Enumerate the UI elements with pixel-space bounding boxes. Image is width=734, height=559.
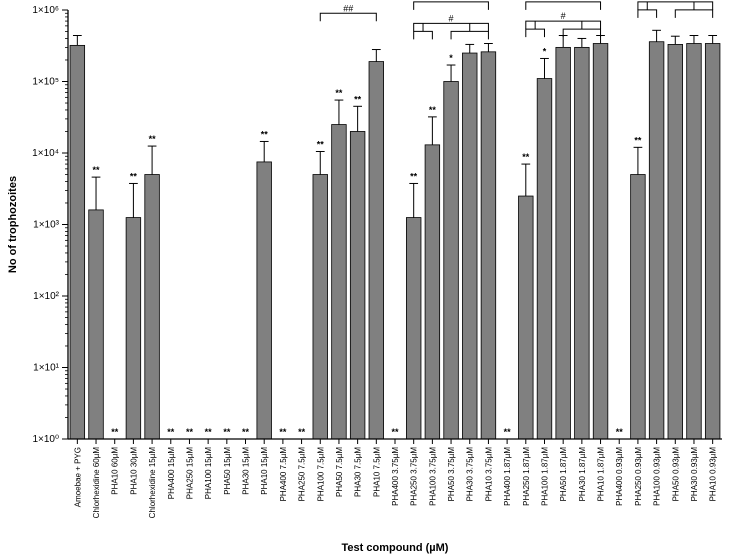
sig-label: **	[429, 105, 437, 115]
sig-label: **	[186, 427, 194, 437]
xtick-label: PHA50 15µM	[223, 447, 232, 495]
sig-label: **	[298, 427, 306, 437]
xtick-label: Amoebae + PYG	[73, 447, 82, 507]
sig-label: **	[391, 427, 399, 437]
sig-label: **	[634, 135, 642, 145]
xtick-label: PHA400 1.87µM	[503, 447, 512, 506]
bracket-label: ##	[446, 0, 456, 2]
xtick-label: PHA400 15µM	[167, 447, 176, 500]
sig-label: **	[223, 427, 231, 437]
xtick-label: PHA250 0.93µM	[634, 447, 643, 506]
bar	[89, 210, 104, 439]
sig-label: **	[111, 427, 119, 437]
xtick-label: PHA100 15µM	[204, 447, 213, 500]
xtick-label: Chlorhexidine 60µM	[92, 447, 101, 519]
xtick-label: PHA30 15µM	[242, 447, 251, 495]
xtick-label: PHA100 0.93µM	[653, 447, 662, 506]
xtick-label: PHA10 30µM	[129, 447, 138, 495]
bar	[406, 218, 421, 439]
bar	[350, 131, 365, 439]
xtick-label: PHA10 60µM	[111, 447, 120, 495]
bar	[556, 47, 571, 439]
ytick-label: 1×10⁵	[32, 77, 59, 88]
xtick-label: PHA400 0.93µM	[615, 447, 624, 506]
xtick-label: PHA30 1.87µM	[578, 447, 587, 502]
sig-label: **	[522, 152, 530, 162]
xtick-label: PHA30 3.75µM	[466, 447, 475, 502]
ytick-label: 1×10³	[33, 220, 60, 231]
bracket-label: ##	[670, 0, 680, 2]
sig-label: *	[543, 46, 547, 56]
xtick-label: PHA250 15µM	[185, 447, 194, 500]
xtick-label: PHA250 1.87µM	[522, 447, 531, 506]
xtick-label: PHA250 7.5µM	[298, 447, 307, 502]
ytick-label: 1×10⁰	[32, 434, 59, 445]
ytick-label: 1×10²	[33, 291, 60, 302]
xtick-label: PHA100 1.87µM	[540, 447, 549, 506]
sig-label: **	[261, 129, 269, 139]
bracket-label: #	[561, 11, 566, 21]
xtick-label: PHA50 0.93µM	[671, 447, 680, 502]
xtick-label: PHA100 3.75µM	[428, 447, 437, 506]
sig-label: **	[335, 88, 343, 98]
xtick-label: PHA10 0.93µM	[709, 447, 718, 502]
xtick-label: PHA30 0.93µM	[690, 447, 699, 502]
sig-label: **	[354, 94, 362, 104]
sig-label: **	[317, 139, 325, 149]
sig-label: **	[242, 427, 250, 437]
sig-label: **	[93, 165, 101, 175]
xtick-label: PHA10 1.87µM	[597, 447, 606, 502]
xtick-label: PHA10 3.75µM	[484, 447, 493, 502]
bar	[145, 175, 160, 439]
sig-label: **	[504, 427, 512, 437]
ytick-label: 1×10⁴	[32, 148, 59, 159]
bar	[425, 145, 440, 439]
bar	[70, 45, 85, 439]
bar	[705, 43, 720, 439]
bar	[257, 162, 272, 439]
xtick-label: PHA50 3.75µM	[447, 447, 456, 502]
xtick-label: PHA250 3.75µM	[410, 447, 419, 506]
xtick-label: PHA50 7.5µM	[335, 447, 344, 497]
bracket-label: ##	[558, 0, 568, 2]
bar	[313, 175, 328, 439]
bar	[369, 62, 384, 439]
y-axis-title: No of trophozoites	[7, 176, 19, 273]
sig-label: **	[167, 427, 175, 437]
bar	[687, 43, 702, 439]
bar	[519, 196, 534, 439]
sig-label: *	[449, 53, 453, 63]
bar	[631, 175, 646, 439]
xtick-label: PHA400 3.75µM	[391, 447, 400, 506]
x-axis-title: Test compound (µM)	[342, 542, 449, 554]
sig-label: **	[616, 427, 624, 437]
bar	[332, 125, 347, 439]
bar	[537, 79, 552, 439]
bar	[126, 218, 141, 439]
bar	[649, 42, 664, 439]
sig-label: **	[279, 427, 287, 437]
bar	[668, 44, 683, 439]
xtick-label: PHA10 15µM	[260, 447, 269, 495]
bar	[462, 53, 477, 439]
xtick-label: PHA10 7.5µM	[372, 447, 381, 497]
bar	[593, 43, 608, 439]
bracket-label: #	[449, 13, 454, 23]
sig-label: **	[149, 134, 157, 144]
xtick-label: PHA400 7.5µM	[279, 447, 288, 502]
sig-label: **	[205, 427, 213, 437]
xtick-label: PHA50 1.87µM	[559, 447, 568, 502]
xtick-label: Chlorhexidine 15µM	[148, 447, 157, 519]
bar	[444, 82, 459, 440]
bracket-label: ##	[343, 3, 353, 13]
chart-svg: 1×10⁰ 1×10¹ 1×10² 1×10³ 1×10⁴ 1×10⁵ 1×10⁶ Amoeb…	[0, 0, 734, 559]
sig-label: **	[410, 171, 418, 181]
bar	[481, 52, 496, 439]
ytick-label: 1×10¹	[33, 363, 60, 374]
xtick-label: PHA30 7.5µM	[354, 447, 363, 497]
sig-label: **	[130, 171, 138, 181]
xtick-label: PHA100 7.5µM	[316, 447, 325, 502]
bar	[575, 47, 590, 439]
ytick-label: 1×10⁶	[32, 5, 59, 16]
